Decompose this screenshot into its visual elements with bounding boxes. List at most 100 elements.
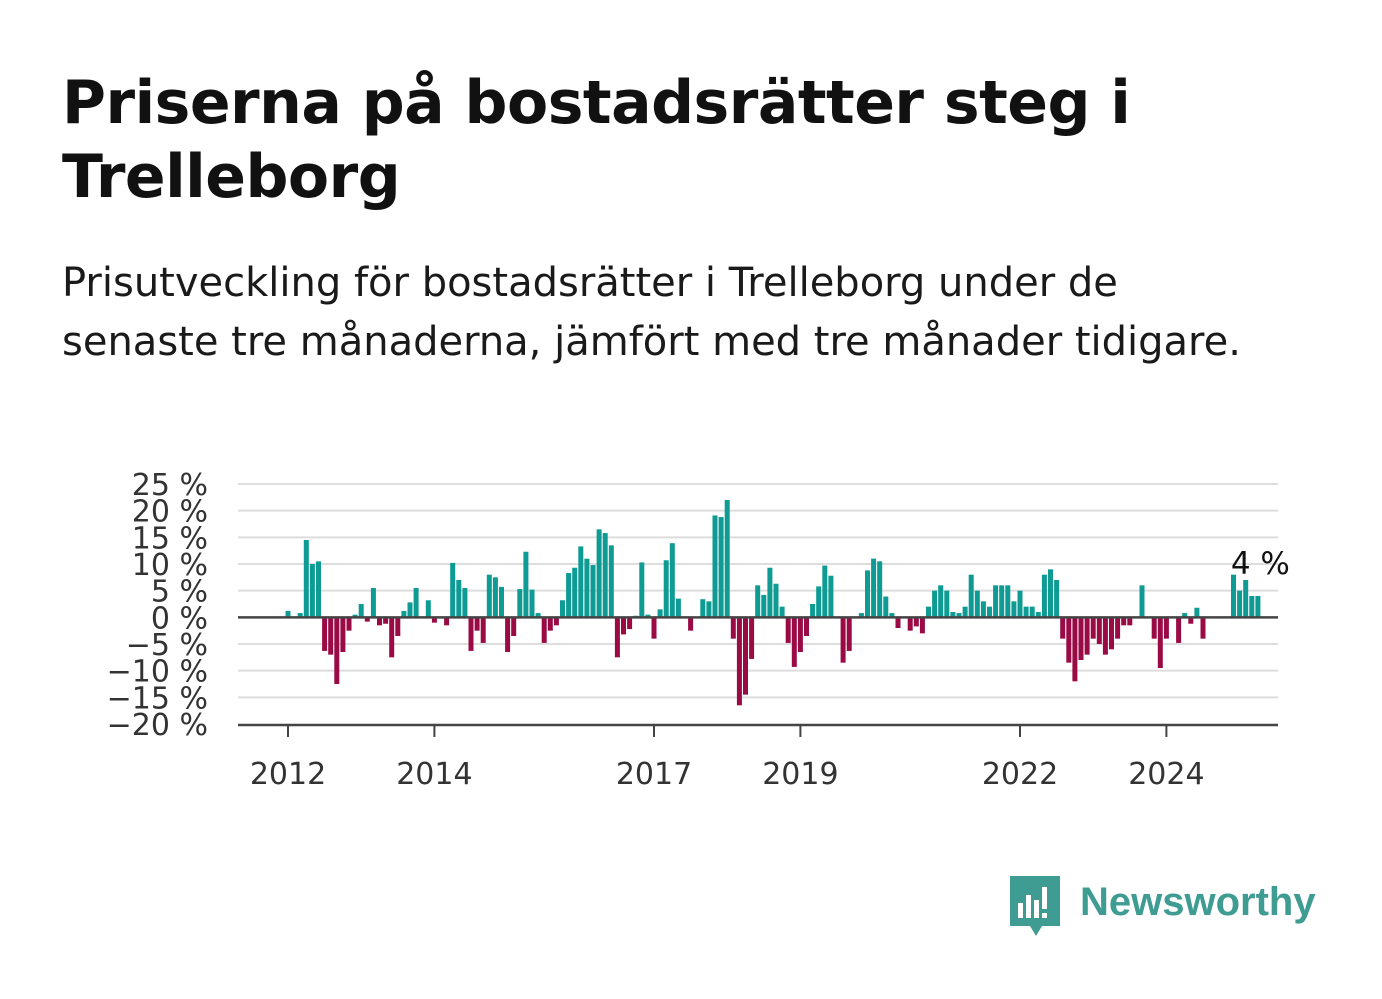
bar	[883, 596, 889, 618]
y-tick-label: 10 %	[132, 548, 208, 583]
bar	[1243, 580, 1249, 618]
bar	[639, 562, 645, 618]
bar	[810, 604, 816, 618]
bar	[950, 612, 956, 618]
bar	[1139, 585, 1145, 618]
bar	[993, 585, 999, 618]
x-tick-label: 2017	[616, 757, 692, 792]
bars	[285, 500, 1261, 706]
bar	[303, 540, 309, 618]
y-tick-label: −5 %	[126, 628, 208, 663]
bar	[846, 617, 852, 651]
brand: Newsworthy	[1010, 876, 1330, 940]
bar	[791, 617, 797, 667]
bar	[334, 617, 340, 684]
bar	[688, 617, 694, 631]
bar	[980, 601, 986, 618]
bar	[499, 586, 504, 618]
bar	[1072, 617, 1078, 682]
bar	[370, 588, 376, 618]
bar	[822, 565, 828, 618]
bar	[974, 590, 980, 618]
bar	[529, 589, 535, 618]
x-tick-label: 2019	[762, 757, 838, 792]
bar	[590, 565, 596, 618]
bar	[1176, 617, 1182, 643]
bar	[486, 574, 492, 618]
bar	[1029, 606, 1035, 618]
y-tick-label: 25 %	[132, 468, 208, 503]
bar	[675, 598, 681, 618]
bar	[627, 617, 633, 630]
bar	[1188, 617, 1194, 624]
bar	[1231, 574, 1236, 618]
bar	[328, 617, 334, 655]
bar	[340, 617, 346, 652]
bar	[645, 614, 651, 618]
bar	[877, 561, 883, 618]
bar	[840, 617, 846, 663]
bar	[1023, 606, 1029, 618]
bar	[932, 590, 938, 618]
y-tick-label: 5 %	[151, 575, 208, 610]
bar	[858, 613, 864, 618]
bar	[999, 585, 1005, 618]
bar	[730, 617, 736, 639]
bar	[377, 617, 382, 626]
bar	[889, 613, 895, 618]
bar	[621, 617, 626, 635]
bar	[1005, 585, 1011, 618]
bar	[1194, 607, 1200, 618]
bar	[462, 588, 468, 618]
bar	[1200, 617, 1206, 639]
bar	[401, 610, 407, 618]
bar	[797, 617, 803, 652]
bar	[547, 617, 553, 631]
bar	[431, 617, 437, 623]
bar	[718, 517, 724, 618]
bar	[474, 617, 480, 631]
bar	[553, 617, 559, 626]
bar	[413, 588, 419, 618]
bar	[1121, 617, 1127, 626]
bar	[352, 614, 358, 618]
bar	[956, 613, 962, 618]
bar	[962, 606, 968, 618]
bar	[560, 600, 565, 618]
bar	[456, 580, 462, 618]
bar	[535, 613, 541, 618]
bar	[572, 567, 578, 618]
bar	[1017, 590, 1023, 618]
bar	[895, 617, 901, 628]
bar	[804, 617, 809, 636]
bar	[523, 551, 529, 618]
bar	[724, 500, 730, 618]
bar	[578, 546, 584, 618]
bar	[285, 610, 291, 618]
bar	[614, 617, 620, 658]
bar	[1182, 613, 1188, 618]
bar	[700, 599, 706, 618]
bar	[1157, 617, 1163, 668]
bar	[511, 617, 517, 636]
bar	[755, 585, 761, 618]
bar	[1127, 617, 1133, 626]
bar	[1011, 601, 1017, 618]
bar	[1115, 617, 1121, 639]
x-axis: 2012 2014 2017 2019 2022 2024	[238, 723, 1278, 792]
bar	[663, 560, 669, 618]
newsworthy-logo-icon	[1010, 876, 1060, 936]
y-tick-label: −15 %	[107, 681, 208, 716]
y-tick-label: 15 %	[132, 521, 208, 556]
bar	[584, 558, 590, 618]
bar	[596, 529, 602, 618]
bar	[865, 570, 870, 618]
bar	[407, 602, 413, 618]
bar	[608, 545, 614, 618]
bar	[425, 600, 431, 618]
bar	[1048, 569, 1053, 618]
bar	[1096, 617, 1102, 644]
bar	[1102, 617, 1108, 655]
bar	[828, 575, 834, 618]
bar	[1237, 590, 1243, 618]
